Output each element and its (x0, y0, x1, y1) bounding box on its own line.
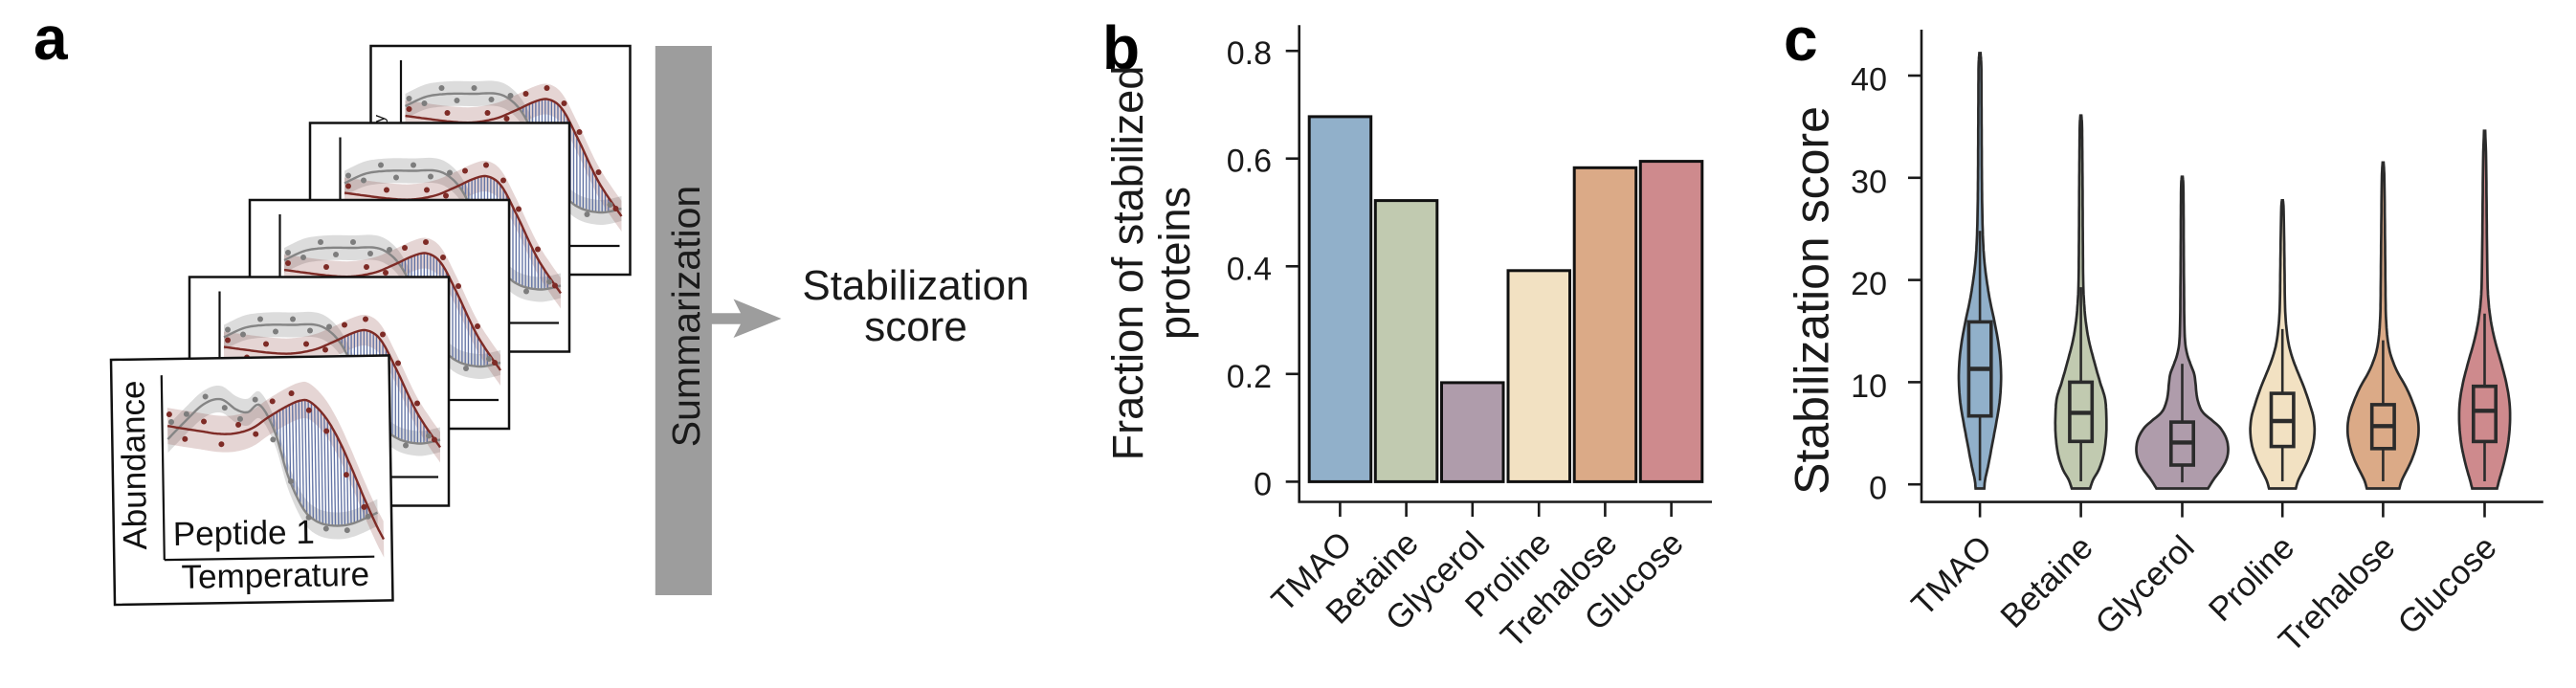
svg-text:0: 0 (1254, 466, 1272, 502)
svg-text:Stabilization: Stabilization (802, 262, 1029, 309)
svg-text:y: y (372, 115, 389, 122)
svg-text:20: 20 (1851, 266, 1887, 302)
svg-text:Temperature: Temperature (181, 556, 369, 596)
svg-text:0.8: 0.8 (1227, 35, 1272, 72)
svg-text:40: 40 (1851, 62, 1887, 99)
svg-text:0.6: 0.6 (1227, 144, 1272, 180)
svg-text:a: a (33, 4, 68, 73)
svg-text:score: score (864, 303, 967, 350)
svg-text:0.4: 0.4 (1227, 251, 1272, 287)
svg-text:b: b (1102, 13, 1140, 82)
svg-text:10: 10 (1851, 368, 1887, 405)
svg-text:Fraction of stabilized: Fraction of stabilized (1103, 66, 1152, 461)
svg-text:Summarization: Summarization (664, 186, 708, 447)
svg-text:proteins: proteins (1150, 187, 1199, 340)
svg-text:0: 0 (1869, 471, 1887, 507)
svg-text:0.2: 0.2 (1227, 359, 1272, 395)
svg-text:Peptide 1: Peptide 1 (173, 514, 316, 553)
svg-text:30: 30 (1851, 164, 1887, 200)
svg-text:Stabilization score: Stabilization score (1786, 106, 1839, 495)
svg-text:Abundance: Abundance (114, 380, 154, 550)
svg-text:c: c (1784, 5, 1818, 74)
